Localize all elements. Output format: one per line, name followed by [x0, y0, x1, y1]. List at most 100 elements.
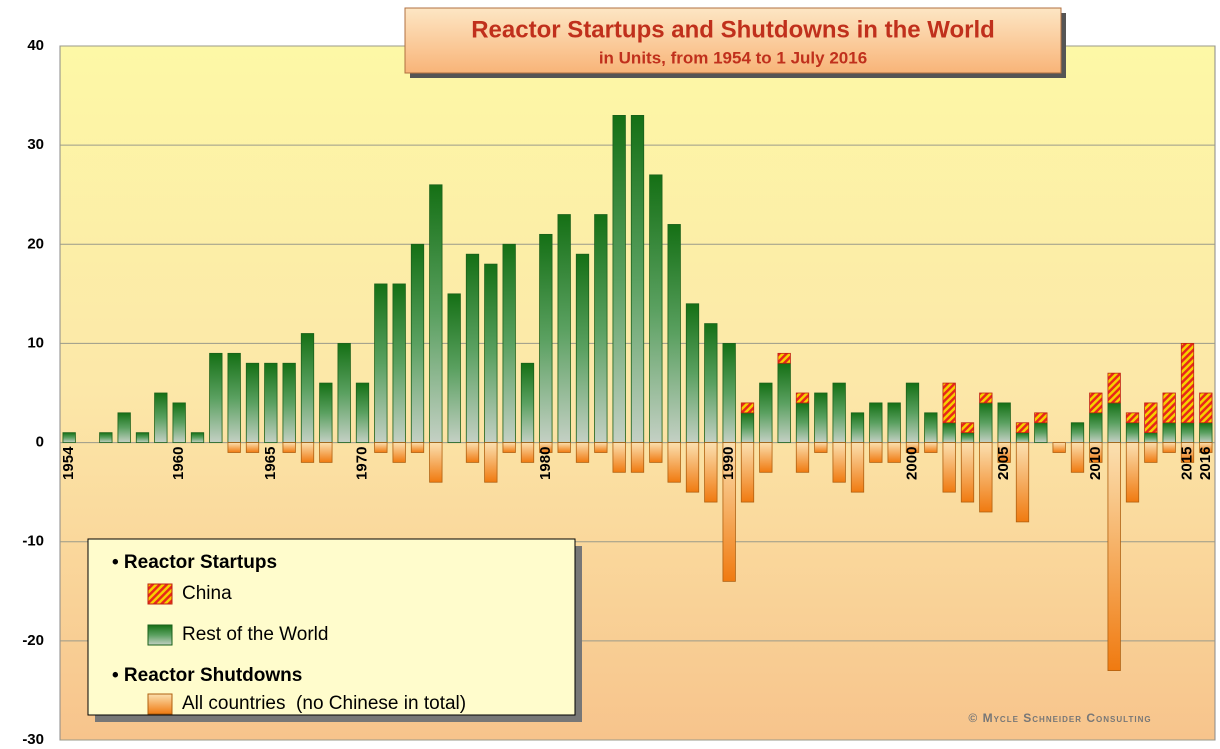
bar: [594, 442, 608, 453]
bar: [1144, 432, 1158, 443]
bar: [740, 402, 755, 414]
x-tick-label: 1960: [170, 447, 187, 480]
x-tick-label: 2000: [903, 447, 920, 480]
y-tick-label: 30: [27, 136, 44, 153]
chart-title: Reactor Startups and Shutdowns in the Wo…: [471, 16, 995, 43]
bar: [1199, 422, 1213, 443]
bar: [869, 442, 883, 463]
bar: [1052, 442, 1066, 453]
bar: [374, 442, 388, 453]
bar: [997, 402, 1011, 443]
bar: [942, 382, 956, 424]
bar: [667, 442, 681, 483]
bar: [759, 442, 773, 473]
bar: [1180, 343, 1195, 424]
bar: [832, 382, 846, 443]
bar: [1162, 392, 1176, 424]
bar: [1089, 442, 1103, 463]
bar: [190, 432, 205, 443]
bar: [979, 392, 993, 404]
bar: [612, 442, 626, 473]
bar: [960, 442, 975, 503]
bar: [759, 382, 773, 443]
bar: [1107, 442, 1121, 672]
bar: [612, 115, 626, 443]
bar: [392, 283, 406, 443]
bar: [704, 442, 718, 503]
bar: [502, 442, 516, 453]
bar: [1180, 442, 1195, 463]
bar: [905, 382, 920, 443]
legend-label: All countries (no Chinese in total): [182, 693, 466, 714]
bar: [704, 323, 718, 443]
bar: [539, 233, 553, 443]
bar: [1034, 412, 1048, 424]
bar: [832, 442, 846, 483]
bar: [887, 402, 901, 443]
y-tick-label: -30: [22, 731, 44, 748]
bar: [942, 442, 956, 493]
bar: [997, 442, 1011, 463]
bar: [1070, 422, 1085, 443]
bar: [795, 402, 810, 443]
y-tick-label: 40: [27, 37, 44, 54]
bar: [117, 412, 131, 443]
bar: [1125, 442, 1140, 503]
bar: [1107, 372, 1121, 404]
bar: [1199, 442, 1213, 453]
bar: [374, 283, 388, 443]
bar: [245, 442, 260, 453]
bar: [814, 442, 828, 453]
bar: [520, 442, 535, 463]
bar: [777, 352, 791, 364]
bar: [924, 442, 938, 453]
bar: [594, 214, 608, 443]
chart-subtitle: in Units, from 1954 to 1 July 2016: [599, 48, 867, 67]
x-tick-label: 2016: [1197, 447, 1214, 480]
bar: [685, 303, 700, 443]
bar: [300, 333, 315, 443]
bar: [1162, 442, 1176, 453]
legend-label: Rest of the World: [182, 624, 328, 645]
bar: [649, 174, 663, 443]
bar: [502, 243, 516, 443]
bar: [319, 382, 333, 443]
bar: [630, 442, 645, 473]
bar: [484, 442, 498, 483]
y-tick-label: -10: [22, 533, 44, 550]
bar: [1144, 402, 1158, 434]
bar: [245, 362, 260, 443]
legend-heading: • Reactor Startups: [112, 552, 277, 573]
bar: [575, 253, 590, 443]
legend-heading: • Reactor Shutdowns: [112, 665, 302, 686]
bar: [905, 442, 920, 453]
bar: [1070, 442, 1085, 473]
y-tick-label: 20: [27, 235, 44, 252]
bar: [282, 442, 296, 453]
x-tick-label: 1965: [262, 447, 279, 480]
bar: [1125, 412, 1140, 424]
bar: [355, 382, 370, 443]
bar: [227, 442, 241, 453]
bar: [135, 432, 150, 443]
legend-swatch: [147, 693, 173, 715]
x-tick-label: 1980: [537, 447, 554, 480]
bar: [1015, 442, 1030, 523]
bar: [465, 253, 480, 443]
bar: [410, 243, 425, 443]
copyright: © Mycle Schneider Consulting: [968, 711, 1151, 725]
x-tick-label: 1990: [720, 447, 737, 480]
bar: [850, 442, 865, 493]
bar: [1015, 432, 1030, 443]
legend-label: China: [182, 583, 232, 604]
bar: [557, 214, 571, 443]
title-box: [404, 7, 1062, 74]
bar: [539, 442, 553, 453]
bar: [960, 432, 975, 443]
bar: [685, 442, 700, 493]
x-tick-label: 1970: [353, 447, 370, 480]
bar: [429, 442, 443, 483]
bar: [557, 442, 571, 453]
bar: [1107, 402, 1121, 443]
